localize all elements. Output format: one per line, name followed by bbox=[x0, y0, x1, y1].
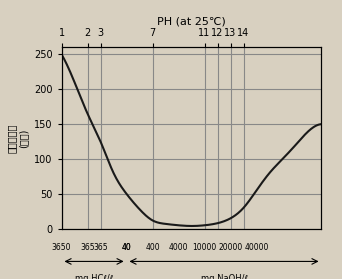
X-axis label: PH (at 25℃): PH (at 25℃) bbox=[157, 16, 226, 26]
Text: 40: 40 bbox=[122, 243, 131, 252]
Text: 365: 365 bbox=[93, 243, 108, 252]
Text: 40: 40 bbox=[122, 243, 131, 252]
Y-axis label: 상대부식수
(단위): 상대부식수 (단위) bbox=[7, 123, 28, 153]
Text: mg HCℓ/ℓ: mg HCℓ/ℓ bbox=[75, 274, 113, 279]
Text: 400: 400 bbox=[145, 243, 160, 252]
Text: 40000: 40000 bbox=[244, 243, 269, 252]
Text: 20000: 20000 bbox=[219, 243, 242, 252]
Text: 4000: 4000 bbox=[169, 243, 188, 252]
Text: 3650: 3650 bbox=[52, 243, 71, 252]
Text: 365: 365 bbox=[80, 243, 95, 252]
Text: 10000: 10000 bbox=[193, 243, 216, 252]
Text: mg NaOH/ℓ: mg NaOH/ℓ bbox=[200, 274, 248, 279]
